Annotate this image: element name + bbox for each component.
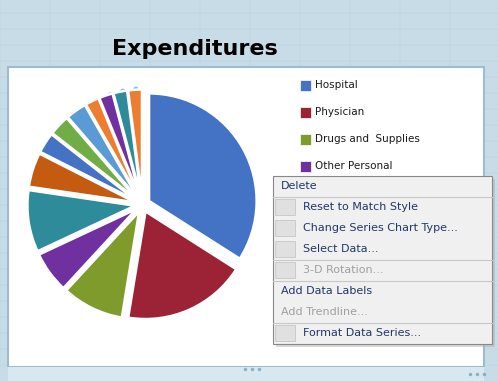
Bar	[300, 161, 311, 172]
Bar	[275, 200, 295, 215]
Wedge shape	[27, 190, 135, 251]
Circle shape	[95, 98, 102, 104]
Wedge shape	[128, 90, 142, 197]
Text: Expenditures: Expenditures	[112, 39, 278, 59]
Wedge shape	[52, 118, 137, 199]
Text: Physician: Physician	[315, 107, 364, 117]
Bar	[275, 325, 295, 341]
Circle shape	[53, 139, 60, 146]
Text: Delete: Delete	[281, 181, 318, 192]
Circle shape	[228, 146, 235, 153]
Text: Change Series Chart Type...: Change Series Chart Type...	[303, 223, 458, 234]
Text: Add Trendline...: Add Trendline...	[281, 307, 368, 317]
Text: Select Data...: Select Data...	[303, 244, 378, 255]
Circle shape	[57, 269, 64, 276]
Text: Add Data Labels: Add Data Labels	[281, 286, 372, 296]
Bar	[275, 221, 295, 236]
Bar	[275, 263, 295, 278]
Text: Dental: Dental	[315, 215, 350, 225]
Text: Hospital: Hospital	[315, 80, 358, 90]
Bar	[300, 134, 311, 145]
Bar	[300, 107, 311, 118]
Bar	[275, 242, 295, 257]
Wedge shape	[29, 154, 135, 202]
Text: Format Data Series...: Format Data Series...	[303, 328, 421, 338]
Bar	[300, 80, 311, 91]
Bar	[273, 176, 492, 344]
Bar	[300, 215, 311, 226]
Bar	[0, 367, 498, 381]
Wedge shape	[66, 211, 139, 317]
Circle shape	[80, 107, 87, 114]
Wedge shape	[99, 93, 140, 197]
Bar	[300, 188, 311, 199]
Text: Reset to Match Style: Reset to Match Style	[303, 202, 418, 213]
Wedge shape	[68, 105, 138, 199]
Wedge shape	[40, 134, 136, 200]
Bar	[300, 242, 311, 253]
Circle shape	[95, 305, 102, 312]
Text: Admin & Insurance: Admin & Insurance	[315, 242, 414, 252]
Bar	[8, 67, 484, 367]
Bar	[276, 179, 495, 347]
Circle shape	[65, 122, 72, 129]
Circle shape	[107, 92, 114, 99]
Text: Other Personal: Other Personal	[315, 161, 392, 171]
Circle shape	[42, 166, 49, 173]
Bar	[8, 367, 484, 381]
Wedge shape	[39, 209, 136, 288]
Circle shape	[132, 86, 139, 93]
Circle shape	[120, 88, 126, 95]
Wedge shape	[86, 98, 139, 198]
Text: Nursing Home: Nursing Home	[315, 188, 389, 198]
Wedge shape	[149, 93, 256, 259]
Circle shape	[180, 306, 188, 313]
Wedge shape	[128, 211, 236, 319]
Text: 3-D Rotation...: 3-D Rotation...	[303, 265, 383, 275]
Circle shape	[38, 218, 45, 225]
Text: Drugs and  Supplies: Drugs and Supplies	[315, 134, 420, 144]
Wedge shape	[114, 91, 141, 197]
